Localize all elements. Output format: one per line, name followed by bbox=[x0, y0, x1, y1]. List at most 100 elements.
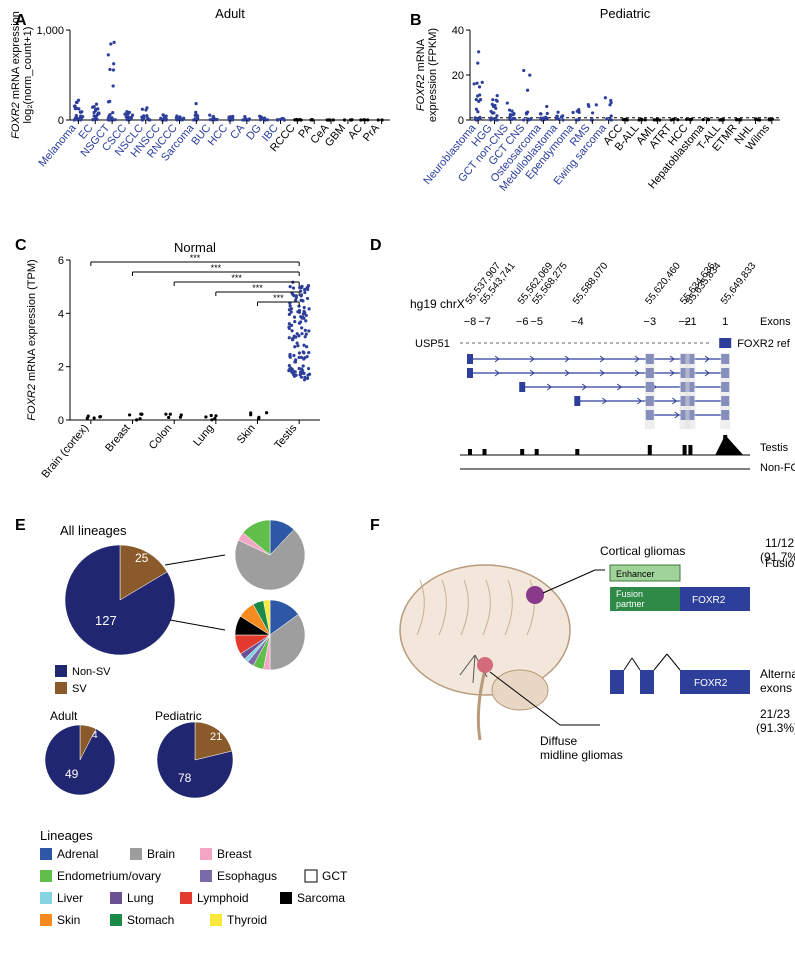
ytick: 6 bbox=[58, 255, 64, 267]
strip-dot bbox=[476, 61, 479, 64]
strip-dot bbox=[305, 345, 308, 348]
testis-label: Testis bbox=[760, 442, 789, 454]
ytick: 0 bbox=[458, 115, 464, 127]
strip-dot bbox=[478, 93, 481, 96]
strip-dot bbox=[304, 335, 307, 338]
strip-dot bbox=[288, 308, 291, 311]
strip-dot bbox=[555, 117, 558, 120]
fusion-partner-label: Fusion bbox=[616, 589, 643, 599]
strip-dot bbox=[526, 111, 529, 114]
strip-dot bbox=[211, 115, 214, 118]
strip-dot bbox=[754, 117, 757, 120]
strip-dot bbox=[294, 336, 297, 339]
diffuse-label: Diffusemidline gliomas bbox=[540, 734, 623, 762]
xtick: CA bbox=[228, 122, 247, 142]
strip-dot bbox=[289, 367, 292, 370]
strip-dot bbox=[577, 108, 580, 111]
legend-swatch bbox=[110, 914, 122, 926]
strip-dot bbox=[108, 100, 111, 103]
strip-dot bbox=[306, 288, 309, 291]
strip-dot bbox=[640, 118, 643, 121]
ytick: 1,000 bbox=[36, 25, 64, 37]
strip-dot bbox=[298, 367, 301, 370]
strip-dot bbox=[475, 82, 478, 85]
strip-dot bbox=[561, 114, 564, 117]
strip-dot bbox=[305, 314, 308, 317]
strip-dot bbox=[670, 118, 673, 121]
strip-dot bbox=[556, 111, 559, 114]
legend-item: Brain bbox=[147, 847, 175, 861]
legend-item: Lung bbox=[127, 891, 154, 905]
strip-dot bbox=[349, 118, 352, 121]
strip-dot bbox=[169, 413, 172, 416]
legend-item: Skin bbox=[57, 913, 80, 927]
panel-a-ylabel: FOXR2 mRNA expressionlog₂(norm_count+1) bbox=[10, 11, 34, 139]
legend-swatch bbox=[40, 892, 52, 904]
legend-swatch bbox=[280, 892, 292, 904]
strip-dot bbox=[180, 118, 183, 121]
xtick: DG bbox=[244, 122, 264, 142]
legend-swatch bbox=[180, 892, 192, 904]
panel-b-label: B bbox=[410, 12, 422, 29]
midline-tumor bbox=[477, 657, 493, 673]
strip-dot bbox=[509, 113, 512, 116]
ytick: 40 bbox=[452, 25, 464, 37]
strip-dot bbox=[610, 118, 613, 121]
foxr2-box: FOXR2 bbox=[692, 595, 726, 606]
strip-dot bbox=[605, 117, 608, 120]
nonfoxr2-label: Non-FOXR2 bbox=[760, 462, 795, 474]
exon-num: −8 bbox=[464, 316, 477, 328]
strip-dot bbox=[545, 105, 548, 108]
xtick: HCC bbox=[206, 122, 231, 148]
strip-dot bbox=[609, 99, 612, 102]
strip-dot bbox=[112, 68, 115, 71]
strip-dot bbox=[213, 417, 216, 420]
strip-dot bbox=[73, 105, 76, 108]
strip-dot bbox=[289, 356, 292, 359]
adult-label: Adult bbox=[50, 709, 78, 723]
strip-dot bbox=[644, 118, 647, 121]
strip-dot bbox=[298, 311, 301, 314]
strip-dot bbox=[99, 415, 102, 418]
strip-dot bbox=[195, 102, 198, 105]
strip-dot bbox=[302, 350, 305, 353]
strip-dot bbox=[343, 118, 346, 121]
legend-item: Stomach bbox=[127, 913, 174, 927]
xtick: Skin bbox=[235, 422, 258, 446]
strip-dot bbox=[141, 108, 144, 111]
strip-dot bbox=[512, 117, 515, 120]
coord-label: 55,649,833 bbox=[719, 260, 759, 307]
strip-dot bbox=[147, 118, 150, 121]
adult-sv: 4 bbox=[92, 730, 98, 741]
strip-dot bbox=[288, 336, 291, 339]
legend-item: Sarcoma bbox=[297, 891, 345, 905]
fusion-pct: (91.7%) bbox=[760, 550, 795, 564]
strip-dot bbox=[210, 418, 213, 421]
panel-b-ylabel: FOXR2 mRNAexpression (FPKM) bbox=[415, 28, 439, 122]
strip-dot bbox=[307, 329, 310, 332]
strip-dot bbox=[508, 108, 511, 111]
panel-c-label: C bbox=[15, 237, 27, 254]
strip-dot bbox=[95, 102, 98, 105]
adult-nonsv: 49 bbox=[65, 767, 79, 781]
strip-dot bbox=[479, 98, 482, 101]
strip-dot bbox=[303, 356, 306, 359]
strip-dot bbox=[112, 62, 115, 65]
exons-label: Exons bbox=[760, 316, 791, 328]
strip-dot bbox=[489, 110, 492, 113]
strip-dot bbox=[476, 110, 479, 113]
strip-dot bbox=[229, 115, 232, 118]
strip-dot bbox=[306, 297, 309, 300]
strip-dot bbox=[478, 85, 481, 88]
strip-dot bbox=[257, 416, 260, 419]
strip-dot bbox=[302, 317, 305, 320]
sv-count: 25 bbox=[135, 551, 149, 565]
strip-dot bbox=[292, 293, 295, 296]
xtick: PrA bbox=[361, 122, 382, 144]
strip-dot bbox=[93, 416, 96, 419]
strip-dot bbox=[167, 416, 170, 419]
strip-dot bbox=[243, 115, 246, 118]
strip-dot bbox=[204, 415, 207, 418]
strip-dot bbox=[293, 316, 296, 319]
strip-dot bbox=[276, 118, 279, 121]
